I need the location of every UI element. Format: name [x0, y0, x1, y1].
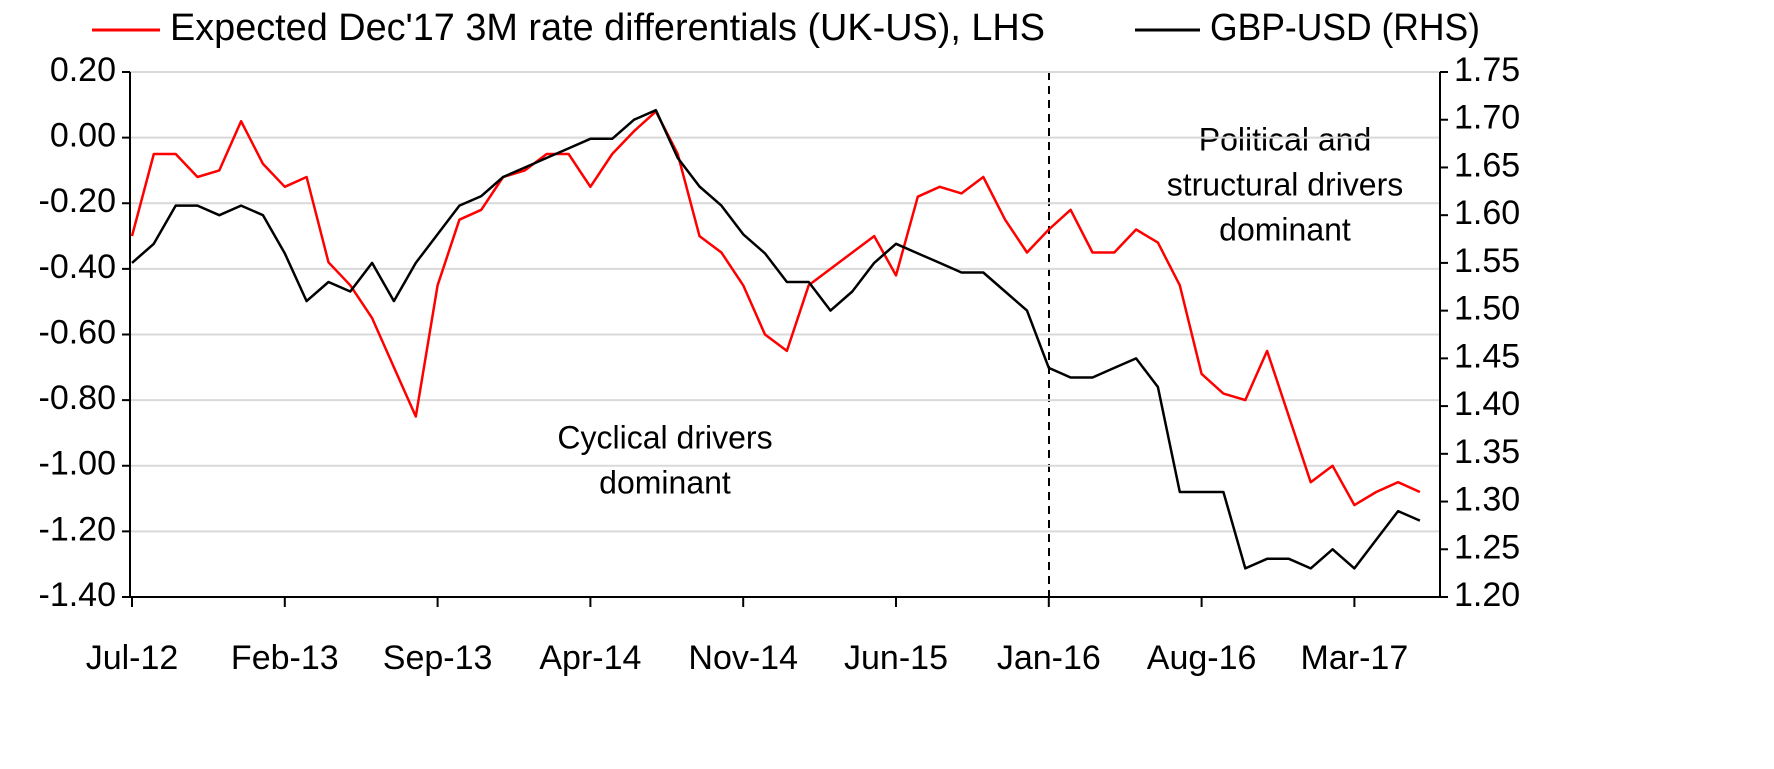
- annotation: Cyclical drivers: [557, 419, 772, 455]
- y2-tick-label: 1.60: [1454, 194, 1520, 232]
- x-tick-label: Nov-14: [688, 639, 798, 677]
- x-tick-label: Jan-16: [997, 639, 1101, 677]
- y2-tick-label: 1.35: [1454, 433, 1520, 471]
- series-line: [131, 108, 1421, 570]
- y2-tick-label: 1.25: [1454, 528, 1520, 566]
- x-tick-label: Aug-16: [1147, 639, 1257, 677]
- y2-tick-label: 1.65: [1454, 146, 1520, 184]
- y2-tick-label: 1.70: [1454, 99, 1520, 137]
- y2-tick-label: 1.55: [1454, 242, 1520, 280]
- legend-label: GBP-USD (RHS): [1210, 7, 1480, 49]
- y-tick-label: 0.00: [50, 117, 116, 155]
- y2-tick-label: 1.40: [1454, 385, 1520, 423]
- y-tick-label: -0.60: [39, 313, 117, 351]
- x-tick-label: Mar-17: [1301, 639, 1409, 677]
- y-tick-label: 0.20: [50, 51, 116, 89]
- y2-tick-label: 1.45: [1454, 337, 1520, 375]
- y-tick-label: -0.40: [39, 248, 117, 286]
- series-line: [130, 110, 1421, 507]
- y-tick-label: -1.40: [39, 576, 117, 614]
- x-tick-label: Sep-13: [383, 639, 493, 677]
- y-tick-label: -1.00: [39, 445, 117, 483]
- y2-tick-label: 1.30: [1454, 481, 1520, 519]
- x-tick-label: Jun-15: [844, 639, 948, 677]
- legend-label: Expected Dec'17 3M rate differentials (U…: [170, 7, 1045, 49]
- annotation: dominant: [599, 464, 731, 500]
- x-tick-label: Jul-12: [86, 639, 179, 677]
- y2-tick-label: 1.75: [1454, 51, 1520, 89]
- x-tick-label: Feb-13: [231, 639, 339, 677]
- y2-tick-label: 1.50: [1454, 290, 1520, 328]
- y2-tick-label: 1.20: [1454, 576, 1520, 614]
- x-tick-label: Apr-14: [539, 639, 641, 677]
- annotation: dominant: [1219, 211, 1351, 247]
- y-tick-label: -0.80: [39, 379, 117, 417]
- annotation: structural drivers: [1167, 166, 1404, 202]
- y-tick-label: -1.20: [39, 510, 117, 548]
- annotation: Political and: [1199, 121, 1372, 157]
- y-tick-label: -0.20: [39, 182, 117, 220]
